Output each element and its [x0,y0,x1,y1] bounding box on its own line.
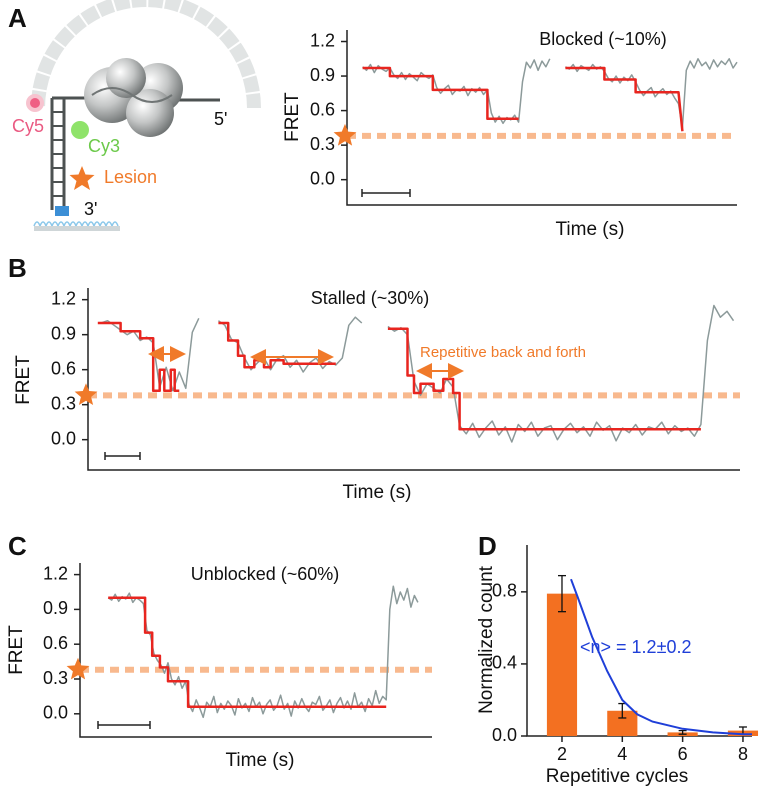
annotation: Repetitive back and forth [420,344,586,361]
x-axis-label: Time (s) [226,750,295,771]
lesion-star [66,657,90,680]
cy5-label: Cy5 [12,116,44,136]
cy3-label: Cy3 [88,136,120,156]
panel-letter: A [8,3,27,33]
chart-title: Stalled (~30%) [311,288,430,308]
chart-title: Blocked (~10%) [539,29,667,49]
arc [31,0,261,109]
y-tick-label: 0.9 [310,65,335,85]
x-tick-label: 4 [617,744,627,764]
panel-letter: B [8,253,27,283]
trace [108,596,387,709]
y-axis-label: FRET [282,92,303,142]
y-axis-label: FRET [13,355,34,405]
surface-brush [33,221,119,229]
lesion-star [69,166,95,190]
panel-letter: D [478,531,497,561]
bar [546,593,578,736]
x-axis-label: Time (s) [556,219,625,240]
trace [107,585,419,719]
y-tick-label: 0.6 [43,633,68,653]
trace [217,316,363,373]
y-tick-label: 0.6 [51,358,76,378]
y-tick-label: 0.3 [51,393,76,413]
x-tick-label: 2 [557,744,567,764]
x-axis-label: Time (s) [343,482,412,503]
cy3-dye [71,121,89,139]
y-tick-label: 0.8 [492,581,517,601]
panel-letter: C [8,531,27,561]
fit-curve [570,578,752,736]
trace [97,321,180,392]
axes [79,563,432,738]
five-prime-label: 5' [214,109,227,129]
trace [565,58,738,129]
y-tick-label: 1.2 [310,30,335,50]
trace [362,66,519,120]
y-tick-label: 1.2 [43,563,68,583]
y-tick-label: 0.6 [310,99,335,119]
trace [565,66,684,132]
trace [100,317,200,392]
trace [387,327,701,431]
lesion-label: Lesion [104,167,157,187]
y-tick-label: 0.9 [43,598,68,618]
lesion-star [333,123,357,146]
surface [34,226,120,231]
annotation: <n> = 1.2±0.2 [580,637,691,657]
y-tick-label: 0.9 [51,323,76,343]
y-axis-label: Normalized count [476,565,497,714]
x-axis-label: Repetitive cycles [546,766,689,787]
cy5-dye [30,98,40,108]
y-tick-label: 0.0 [51,428,76,448]
dna-rungs [52,111,64,197]
y-tick-label: 0.0 [310,168,335,188]
anchor [55,206,69,216]
axes [87,288,740,471]
lesion-star [74,383,98,405]
chart-title: Unblocked (~60%) [191,564,340,584]
y-tick-label: 0.0 [43,703,68,723]
y-tick-label: 0.3 [43,668,68,688]
y-tick-label: 0.0 [492,725,517,745]
y-tick-label: 0.4 [492,653,517,673]
helicase-strand [91,87,173,103]
diagram: Cy5 Cy3 Lesion 5' 3' [12,0,262,231]
y-axis-label: FRET [6,625,27,675]
y-tick-label: 0.3 [310,134,335,154]
x-tick-label: 6 [678,744,688,764]
x-tick-label: 8 [738,744,748,764]
three-prime-label: 3' [84,199,97,219]
trace [387,304,735,443]
y-tick-label: 1.2 [51,288,76,308]
axes [346,30,737,206]
